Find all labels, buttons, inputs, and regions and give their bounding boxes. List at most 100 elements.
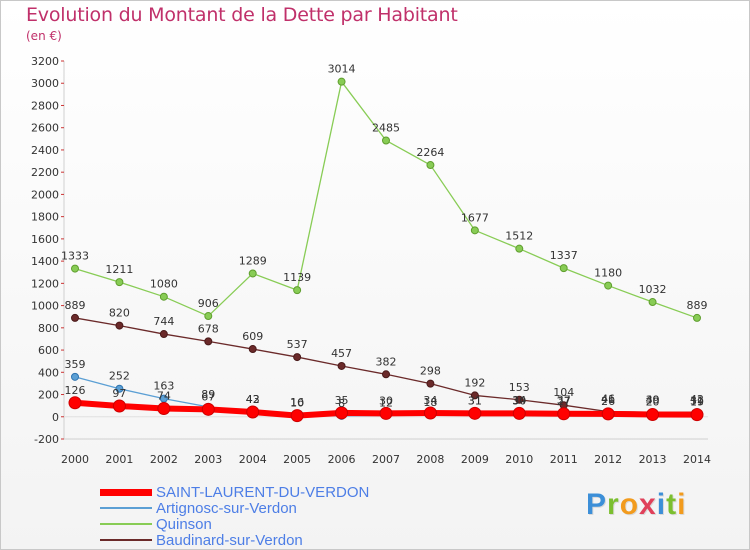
data-point-quinson xyxy=(159,292,168,301)
data-point-artignosc-sur-verdon xyxy=(71,372,79,381)
data-label-baudinard-sur-verdon: 457 xyxy=(331,347,352,360)
data-point-quinson xyxy=(382,136,390,145)
data-point-baudinard-sur-verdon xyxy=(115,321,124,330)
data-point-quinson xyxy=(648,298,657,307)
data-label-baudinard-sur-verdon: 42 xyxy=(690,393,704,406)
data-point-baudinard-sur-verdon xyxy=(426,379,435,388)
data-label-artignosc-sur-verdon: 31 xyxy=(690,394,704,407)
data-label-quinson: 889 xyxy=(687,299,708,312)
data-point-saint-laurent-du-verdon xyxy=(512,406,526,420)
data-point-baudinard-sur-verdon xyxy=(337,361,346,370)
y-tick-label: 600 xyxy=(38,344,59,357)
y-tick-label: 1600 xyxy=(31,233,59,246)
data-point-saint-laurent-du-verdon xyxy=(335,406,349,420)
data-label-saint-laurent-du-verdon: 31 xyxy=(468,394,482,407)
legend-label: Baudinard-sur-Verdon xyxy=(156,531,303,549)
data-label-saint-laurent-du-verdon: 126 xyxy=(65,384,86,397)
data-label-quinson: 3014 xyxy=(328,63,356,76)
data-label-artignosc-sur-verdon: 39 xyxy=(646,393,660,406)
data-point-saint-laurent-du-verdon xyxy=(423,406,437,420)
data-label-baudinard-sur-verdon: 298 xyxy=(420,365,441,378)
y-tick-label: 3200 xyxy=(31,55,59,68)
y-tick-label: 200 xyxy=(38,389,59,402)
data-label-artignosc-sur-verdon: 34 xyxy=(512,394,526,407)
data-label-baudinard-sur-verdon: 820 xyxy=(109,307,130,320)
legend-swatch xyxy=(100,539,152,541)
y-tick-label: 0 xyxy=(52,411,59,424)
legend-swatch xyxy=(100,488,152,496)
legend-item: Artignosc-sur-Verdon xyxy=(100,500,369,517)
data-point-quinson xyxy=(470,226,479,235)
data-point-saint-laurent-du-verdon xyxy=(246,405,260,419)
x-tick-label: 2012 xyxy=(594,453,622,466)
data-label-baudinard-sur-verdon: 46 xyxy=(601,393,615,406)
data-label-quinson: 1180 xyxy=(594,267,622,280)
data-label-artignosc-sur-verdon: 31 xyxy=(468,394,482,407)
data-label-quinson: 1333 xyxy=(61,250,89,263)
data-label-baudinard-sur-verdon: 889 xyxy=(65,299,86,312)
data-point-baudinard-sur-verdon xyxy=(159,330,168,339)
proxiti-logo: Proxiti xyxy=(586,488,686,522)
chart-axes: -200 0 200 400 600 800 1000 1200 1400 1600 1800 200… xyxy=(31,55,711,466)
data-label-quinson: 1211 xyxy=(105,263,133,276)
data-point-quinson xyxy=(426,161,435,170)
x-tick-label: 2011 xyxy=(550,453,578,466)
y-tick-label: 2200 xyxy=(31,166,59,179)
data-label-saint-laurent-du-verdon: 27 xyxy=(557,395,571,408)
legend-label: SAINT-LAURENT-DU-VERDON xyxy=(156,483,370,501)
data-point-saint-laurent-du-verdon xyxy=(468,406,482,420)
data-point-quinson xyxy=(337,77,346,86)
data-label-baudinard-sur-verdon: 104 xyxy=(553,386,574,399)
data-label-saint-laurent-du-verdon: 67 xyxy=(201,390,215,403)
data-point-saint-laurent-du-verdon xyxy=(601,407,615,421)
data-point-baudinard-sur-verdon xyxy=(248,345,257,354)
data-label-artignosc-sur-verdon: 42 xyxy=(246,393,260,406)
data-label-artignosc-sur-verdon: 89 xyxy=(201,388,215,401)
data-label-saint-laurent-du-verdon: 10 xyxy=(290,397,304,410)
data-label-saint-laurent-du-verdon: 19 xyxy=(690,396,704,409)
data-point-baudinard-sur-verdon xyxy=(382,370,390,379)
x-tick-label: 2003 xyxy=(194,453,222,466)
data-label-saint-laurent-du-verdon: 74 xyxy=(157,390,171,403)
x-tick-label: 2001 xyxy=(105,453,133,466)
data-point-quinson xyxy=(293,286,302,295)
data-label-saint-laurent-du-verdon: 30 xyxy=(379,394,393,407)
y-tick-label: 1200 xyxy=(31,277,59,290)
data-label-baudinard-sur-verdon: 153 xyxy=(509,381,530,394)
data-point-quinson xyxy=(115,278,124,287)
data-point-quinson xyxy=(248,269,257,278)
chart-plot-area xyxy=(68,77,704,423)
x-tick-label: 2002 xyxy=(150,453,178,466)
data-label-baudinard-sur-verdon: 609 xyxy=(242,330,263,343)
data-point-quinson xyxy=(693,313,701,322)
logo-letter: t xyxy=(666,488,678,521)
data-point-quinson xyxy=(604,281,613,290)
data-label-artignosc-sur-verdon: 359 xyxy=(65,358,86,371)
data-label-artignosc-sur-verdon: 16 xyxy=(290,396,304,409)
y-tick-label: 1800 xyxy=(31,211,59,224)
logo-letter: r xyxy=(607,488,620,521)
logo-letter: o xyxy=(619,488,640,521)
data-point-quinson xyxy=(204,312,213,321)
data-point-quinson xyxy=(559,264,568,273)
data-label-saint-laurent-du-verdon: 26 xyxy=(601,395,615,408)
legend-label: Quinson xyxy=(156,515,212,533)
data-label-baudinard-sur-verdon: 537 xyxy=(287,338,308,351)
y-tick-label: 2000 xyxy=(31,188,59,201)
data-label-quinson: 1080 xyxy=(150,278,178,291)
chart-unit-label: (en €) xyxy=(26,29,62,43)
x-tick-label: 2010 xyxy=(505,453,533,466)
data-label-baudinard-sur-verdon: 40 xyxy=(646,393,660,406)
legend-item: Baudinard-sur-Verdon xyxy=(100,531,369,549)
data-label-artignosc-sur-verdon: 252 xyxy=(109,370,130,383)
data-point-baudinard-sur-verdon xyxy=(204,337,213,346)
data-label-baudinard-sur-verdon: 678 xyxy=(198,322,219,335)
x-tick-label: 2013 xyxy=(639,453,667,466)
legend-item: Quinson xyxy=(100,515,369,533)
data-label-quinson: 1289 xyxy=(239,254,267,267)
legend-swatch xyxy=(100,523,152,525)
y-tick-label: 2600 xyxy=(31,122,59,135)
data-point-artignosc-sur-verdon xyxy=(115,384,124,393)
